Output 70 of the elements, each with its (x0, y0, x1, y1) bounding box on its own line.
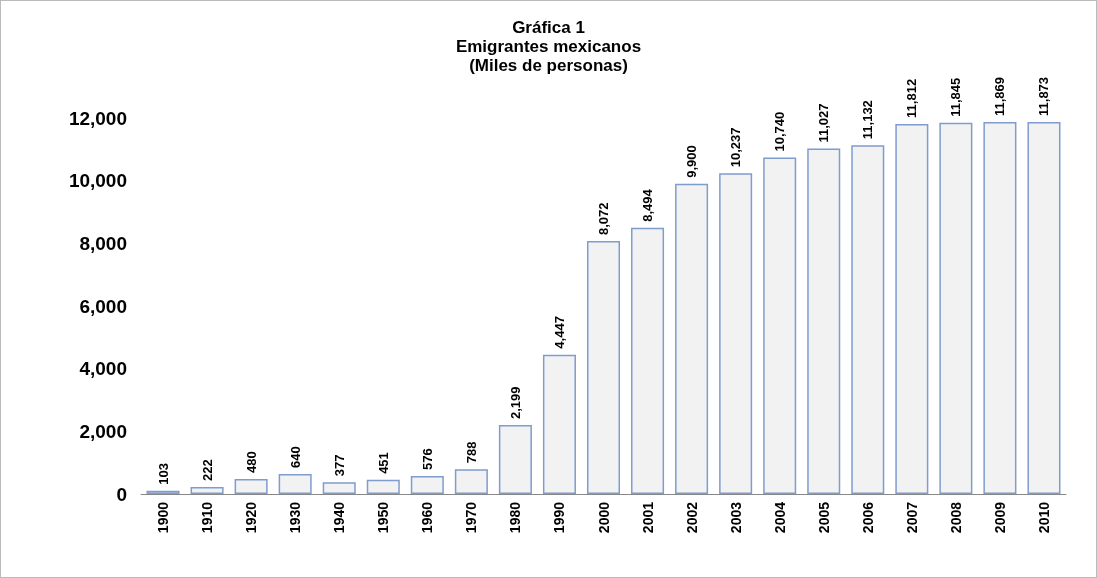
bar (631, 227, 665, 494)
y-tick-label: 6,000 (79, 295, 127, 317)
data-label: 451 (375, 452, 391, 474)
x-tick-label: 2009 (991, 501, 1008, 534)
y-tick-label: 4,000 (79, 358, 127, 380)
bar (939, 122, 973, 494)
data-label: 4,447 (551, 316, 567, 349)
x-tick-label: 2002 (683, 501, 700, 534)
x-tick-label: 2006 (859, 501, 876, 534)
x-tick-label: 1990 (551, 501, 568, 534)
x-tick-label: 1980 (507, 501, 524, 534)
data-label: 10,740 (772, 111, 788, 152)
bar (983, 122, 1017, 494)
x-tick-label: 1920 (243, 501, 260, 534)
y-tick-label: 10,000 (68, 170, 127, 192)
bar (322, 482, 356, 494)
data-label: 11,873 (1036, 76, 1052, 116)
bar (542, 354, 576, 494)
bar (763, 157, 797, 494)
bar (1027, 121, 1061, 494)
x-tick-label: 1940 (331, 501, 348, 534)
chart-title: Gráfica 1 Emigrantes mexicanos (Miles de personas) (455, 18, 642, 75)
bar (851, 145, 885, 494)
data-label: 103 (155, 463, 171, 485)
x-tick-label: 2004 (771, 501, 788, 534)
x-tick-label: 1930 (287, 501, 304, 534)
data-label: 222 (199, 459, 215, 482)
y-tick-label: 8,000 (79, 232, 127, 254)
bar (586, 241, 621, 494)
bar (807, 148, 841, 494)
data-label: 11,812 (904, 78, 920, 118)
data-label: 2,199 (507, 386, 523, 420)
data-label: 480 (243, 451, 259, 473)
bar (278, 473, 312, 494)
x-tick-label: 2007 (903, 501, 920, 534)
data-label: 8,494 (640, 188, 656, 222)
x-tick-label: 2000 (595, 501, 612, 534)
bar (498, 425, 532, 494)
x-tick-label: 1970 (463, 501, 480, 534)
data-label: 10,237 (728, 127, 744, 168)
data-label: 788 (463, 441, 479, 464)
bar (895, 123, 929, 494)
data-label: 9,900 (684, 145, 700, 178)
bar (366, 479, 400, 494)
x-tick-label: 2010 (1035, 501, 1052, 534)
bar (234, 478, 268, 494)
x-tick-label: 1910 (199, 501, 216, 534)
x-tick-label: 2005 (815, 501, 832, 534)
data-label: 11,845 (948, 77, 964, 117)
x-tick-label: 1960 (419, 501, 436, 534)
data-label: 640 (287, 446, 303, 468)
bar (675, 183, 709, 494)
data-label: 11,869 (992, 77, 1008, 117)
data-label: 11,027 (816, 103, 832, 143)
data-label: 576 (419, 448, 435, 470)
x-tick-label: 1950 (375, 501, 392, 534)
data-label: 11,132 (860, 100, 876, 140)
bar (410, 475, 444, 494)
bar (190, 487, 224, 494)
bar (454, 469, 488, 494)
x-tick-label: 2003 (727, 501, 744, 534)
y-tick-label: 2,000 (79, 420, 127, 442)
y-tick-label: 12,000 (68, 107, 127, 129)
x-tick-label: 2008 (947, 501, 964, 534)
data-label: 377 (331, 454, 347, 477)
data-label: 8,072 (596, 202, 611, 236)
x-tick-label: 1900 (155, 501, 172, 534)
y-tick-label: 0 (116, 483, 127, 505)
x-tick-label: 2001 (639, 501, 656, 534)
bar (719, 173, 753, 494)
